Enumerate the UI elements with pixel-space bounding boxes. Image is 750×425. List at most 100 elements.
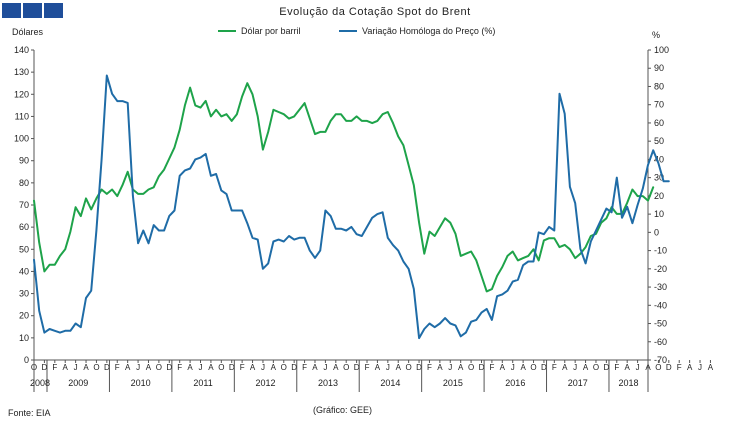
x-month-label: J xyxy=(74,363,78,372)
right-axis-tick-label: -40 xyxy=(654,300,667,310)
x-month-label: J xyxy=(261,363,265,372)
x-month-label: A xyxy=(583,363,589,372)
left-axis-tick-label: 80 xyxy=(19,178,29,188)
right-axis-tick-label: -50 xyxy=(654,319,667,329)
x-month-label: A xyxy=(375,363,381,372)
chart-title: Evolução da Cotação Spot do Brent xyxy=(279,6,471,18)
x-year-label: 2016 xyxy=(505,378,525,388)
x-month-label: F xyxy=(552,363,557,372)
x-month-label: F xyxy=(614,363,619,372)
left-axis-tick-label: 100 xyxy=(14,134,29,144)
x-month-label: A xyxy=(312,363,318,372)
x-month-label: F xyxy=(240,363,245,372)
x-year-label: 2011 xyxy=(193,378,212,388)
x-month-label: O xyxy=(468,363,474,372)
x-month-label: D xyxy=(354,363,360,372)
x-month-label: D xyxy=(666,363,672,372)
series-line-price xyxy=(33,82,655,293)
right-axis-tick-label: 90 xyxy=(654,63,664,73)
x-month-label: J xyxy=(636,363,640,372)
x-year-label: 2008 xyxy=(30,378,50,388)
x-month-label: D xyxy=(229,363,235,372)
x-month-label: A xyxy=(83,363,89,372)
legend-label-price: Dólar por barril xyxy=(241,26,301,36)
x-month-label: O xyxy=(281,363,287,372)
logo-block xyxy=(23,3,42,18)
left-axis-tick-label: 130 xyxy=(14,67,29,77)
x-year-label: 2013 xyxy=(318,378,338,388)
x-month-label: J xyxy=(698,363,702,372)
x-month-label: J xyxy=(199,363,203,372)
legend-swatch-variation xyxy=(339,30,357,32)
x-month-label: D xyxy=(541,363,547,372)
source-note: Fonte: EIA xyxy=(8,408,51,418)
x-month-label: D xyxy=(42,363,48,372)
x-month-label: A xyxy=(271,363,277,372)
x-month-label: D xyxy=(104,363,110,372)
right-axis-tick-label: 50 xyxy=(654,136,664,146)
brand-logo xyxy=(2,3,63,18)
x-month-label: A xyxy=(187,363,193,372)
left-axis-tick-label: 0 xyxy=(24,355,29,365)
x-month-label: A xyxy=(500,363,506,372)
right-axis-tick-label: 0 xyxy=(654,227,659,237)
x-month-label: D xyxy=(416,363,422,372)
right-axis-tick-label: -20 xyxy=(654,264,667,274)
logo-block xyxy=(44,3,63,18)
left-axis-unit: Dólares xyxy=(12,27,44,37)
right-axis-tick-label: -10 xyxy=(654,246,667,256)
x-month-label: D xyxy=(479,363,485,372)
legend-item-price: Dólar por barril xyxy=(218,26,301,36)
x-year-label: 2010 xyxy=(131,378,151,388)
right-axis-tick-label: 70 xyxy=(654,100,664,110)
x-month-label: O xyxy=(406,363,412,372)
x-year-label: 2009 xyxy=(68,378,88,388)
x-month-label: F xyxy=(489,363,494,372)
left-axis-tick-label: 40 xyxy=(19,266,29,276)
legend-label-variation: Variação Homóloga do Preço (%) xyxy=(362,26,496,36)
x-month-label: F xyxy=(677,363,682,372)
x-month-label: A xyxy=(208,363,214,372)
left-axis-tick-label: 120 xyxy=(14,89,29,99)
x-month-label: D xyxy=(291,363,297,372)
x-year-label: 2017 xyxy=(568,378,588,388)
x-month-label: A xyxy=(146,363,152,372)
x-month-label: A xyxy=(125,363,131,372)
x-month-label: A xyxy=(708,363,714,372)
x-month-label: A xyxy=(520,363,526,372)
x-month-label: F xyxy=(115,363,120,372)
x-year-label: 2012 xyxy=(256,378,276,388)
left-axis-tick-label: 60 xyxy=(19,222,29,232)
x-month-label: A xyxy=(458,363,464,372)
x-month-label: O xyxy=(593,363,599,372)
x-month-label: A xyxy=(687,363,693,372)
legend-item-variation: Variação Homóloga do Preço (%) xyxy=(339,26,495,36)
right-axis-tick-label: 80 xyxy=(654,81,664,91)
x-month-label: A xyxy=(250,363,256,372)
left-axis-tick-label: 90 xyxy=(19,156,29,166)
chart-credit: (Gráfico: GEE) xyxy=(313,405,373,415)
x-month-label: O xyxy=(218,363,224,372)
x-month-label: D xyxy=(603,363,609,372)
x-month-label: F xyxy=(427,363,432,372)
x-month-label: J xyxy=(323,363,327,372)
x-month-label: F xyxy=(177,363,182,372)
left-axis-tick-label: 10 xyxy=(19,333,29,343)
right-axis-tick-label: 40 xyxy=(654,154,664,164)
x-month-label: F xyxy=(365,363,370,372)
series-line-variation xyxy=(33,74,670,340)
x-month-label: J xyxy=(448,363,452,372)
x-month-label: A xyxy=(562,363,568,372)
left-axis-tick-label: 70 xyxy=(19,200,29,210)
legend-swatch-price xyxy=(218,30,236,32)
right-axis-tick-label: 10 xyxy=(654,209,664,219)
x-year-label: 2018 xyxy=(618,378,638,388)
x-month-label: J xyxy=(573,363,577,372)
x-month-label: A xyxy=(63,363,69,372)
right-axis-tick-label: 30 xyxy=(654,173,664,183)
right-axis-tick-label: 20 xyxy=(654,191,664,201)
x-month-label: A xyxy=(625,363,631,372)
left-axis-tick-label: 30 xyxy=(19,289,29,299)
left-axis-tick-label: 110 xyxy=(15,111,29,121)
